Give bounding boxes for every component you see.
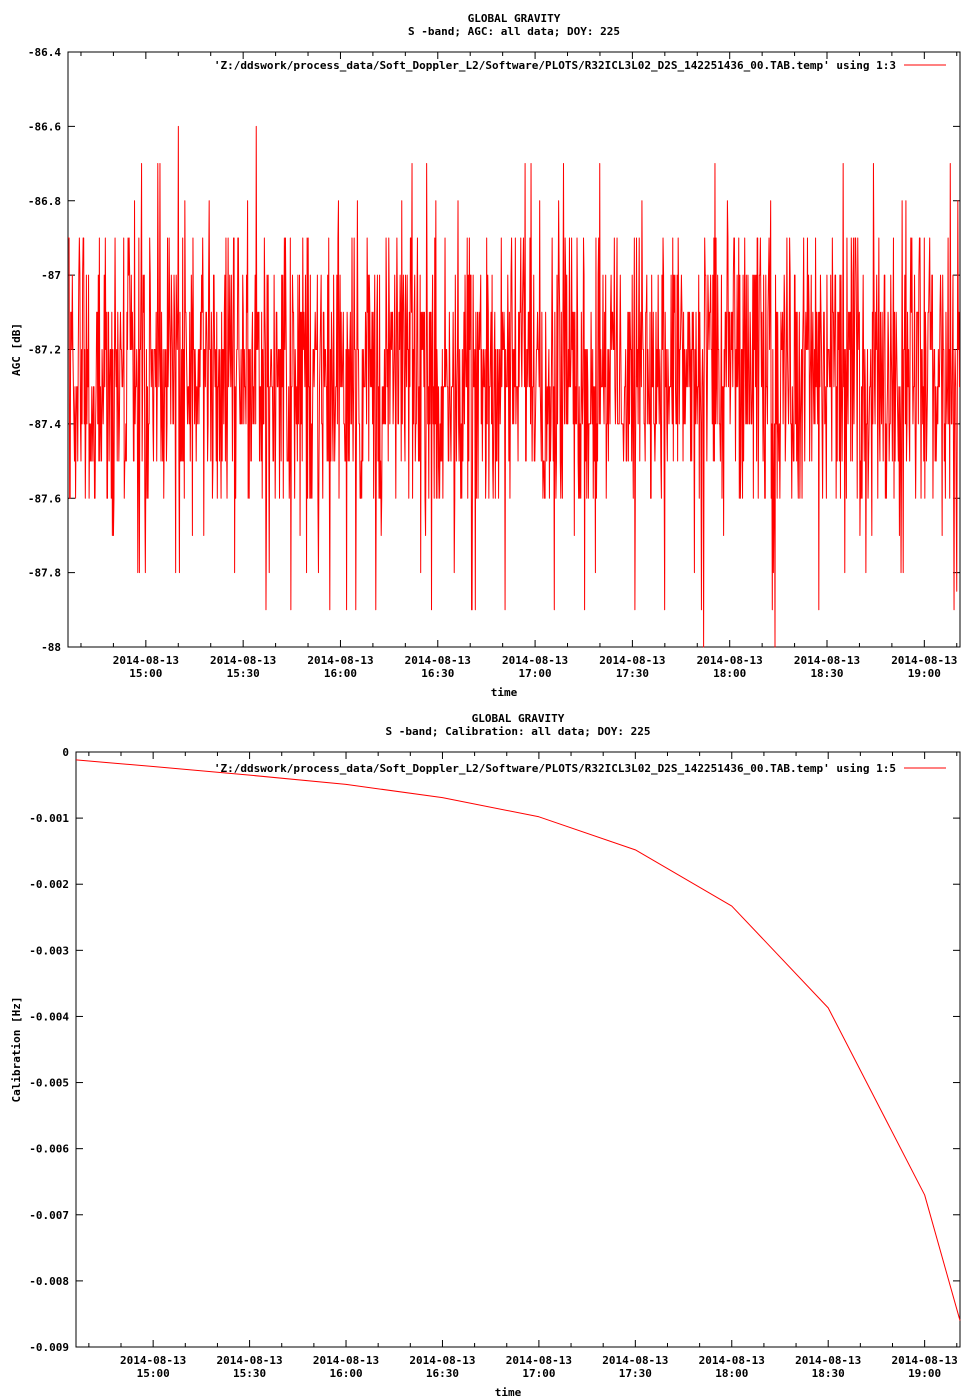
y-axis-label: AGC [dB] bbox=[10, 323, 23, 376]
x-tick-time-label: 15:30 bbox=[227, 667, 260, 680]
x-tick-time-label: 16:00 bbox=[329, 1367, 362, 1380]
x-tick-time-label: 16:30 bbox=[421, 667, 454, 680]
y-tick-label: -86.8 bbox=[28, 195, 61, 208]
x-tick-date-label: 2014-08-13 bbox=[120, 1354, 186, 1367]
x-tick-time-label: 18:30 bbox=[810, 667, 843, 680]
x-tick-date-label: 2014-08-13 bbox=[794, 654, 860, 667]
y-tick-label: -0.004 bbox=[29, 1010, 69, 1023]
x-axis-label: time bbox=[495, 1386, 522, 1399]
x-tick-date-label: 2014-08-13 bbox=[891, 654, 957, 667]
y-tick-label: -86.4 bbox=[28, 46, 61, 59]
x-tick-date-label: 2014-08-13 bbox=[602, 1354, 668, 1367]
x-tick-time-label: 16:00 bbox=[324, 667, 357, 680]
series-line bbox=[68, 125, 960, 648]
x-tick-time-label: 15:00 bbox=[137, 1367, 170, 1380]
x-tick-date-label: 2014-08-13 bbox=[599, 654, 665, 667]
y-tick-label: -0.002 bbox=[29, 878, 69, 891]
x-tick-date-label: 2014-08-13 bbox=[795, 1354, 861, 1367]
plot-frame bbox=[75, 751, 961, 1348]
x-tick-time-label: 19:00 bbox=[908, 1367, 941, 1380]
y-tick-label: -87.4 bbox=[28, 418, 61, 431]
y-tick-label: -87.8 bbox=[28, 567, 61, 580]
x-tick-date-label: 2014-08-13 bbox=[697, 654, 763, 667]
y-tick-label: -87.6 bbox=[28, 492, 61, 505]
x-tick-time-label: 19:00 bbox=[908, 667, 941, 680]
chart-title: GLOBAL GRAVITY bbox=[472, 712, 565, 725]
x-tick-date-label: 2014-08-13 bbox=[699, 1354, 765, 1367]
y-tick-label: -88 bbox=[41, 641, 61, 654]
x-tick-date-label: 2014-08-13 bbox=[216, 1354, 282, 1367]
x-tick-time-label: 17:30 bbox=[616, 667, 649, 680]
x-tick-date-label: 2014-08-13 bbox=[405, 654, 471, 667]
x-tick-date-label: 2014-08-13 bbox=[502, 654, 568, 667]
x-tick-time-label: 17:00 bbox=[519, 667, 552, 680]
x-tick-date-label: 2014-08-13 bbox=[892, 1354, 958, 1367]
x-tick-date-label: 2014-08-13 bbox=[506, 1354, 572, 1367]
x-tick-time-label: 18:00 bbox=[715, 1367, 748, 1380]
chart-subtitle: S -band; Calibration: all data; DOY: 225 bbox=[386, 725, 651, 738]
y-tick-label: 0 bbox=[62, 746, 69, 759]
x-tick-date-label: 2014-08-13 bbox=[210, 654, 276, 667]
y-tick-label: -86.6 bbox=[28, 120, 61, 133]
legend-label: 'Z:/ddswork/process_data/Soft_Doppler_L2… bbox=[214, 762, 896, 775]
x-axis-label: time bbox=[491, 686, 518, 699]
y-tick-label: -0.007 bbox=[29, 1209, 69, 1222]
x-tick-time-label: 15:00 bbox=[129, 667, 162, 680]
x-tick-date-label: 2014-08-13 bbox=[313, 1354, 379, 1367]
chart-subtitle: S -band; AGC: all data; DOY: 225 bbox=[408, 25, 620, 38]
y-tick-label: -0.003 bbox=[29, 944, 69, 957]
series-line bbox=[75, 759, 961, 1321]
y-axis-label: Calibration [Hz] bbox=[10, 997, 23, 1103]
y-tick-label: -87.2 bbox=[28, 344, 61, 357]
x-tick-time-label: 15:30 bbox=[233, 1367, 266, 1380]
chart-title: GLOBAL GRAVITY bbox=[468, 12, 561, 25]
y-tick-label: -0.001 bbox=[29, 812, 69, 825]
y-tick-label: -87 bbox=[41, 269, 61, 282]
x-tick-date-label: 2014-08-13 bbox=[409, 1354, 475, 1367]
legend-label: 'Z:/ddswork/process_data/Soft_Doppler_L2… bbox=[214, 59, 896, 72]
x-tick-time-label: 17:00 bbox=[522, 1367, 555, 1380]
y-tick-label: -0.008 bbox=[29, 1275, 69, 1288]
x-tick-time-label: 17:30 bbox=[619, 1367, 652, 1380]
y-tick-label: -0.005 bbox=[29, 1077, 69, 1090]
x-tick-time-label: 16:30 bbox=[426, 1367, 459, 1380]
x-tick-date-label: 2014-08-13 bbox=[113, 654, 179, 667]
x-tick-time-label: 18:30 bbox=[812, 1367, 845, 1380]
x-tick-time-label: 18:00 bbox=[713, 667, 746, 680]
x-tick-date-label: 2014-08-13 bbox=[307, 654, 373, 667]
y-tick-label: -0.006 bbox=[29, 1143, 69, 1156]
y-tick-label: -0.009 bbox=[29, 1341, 69, 1354]
